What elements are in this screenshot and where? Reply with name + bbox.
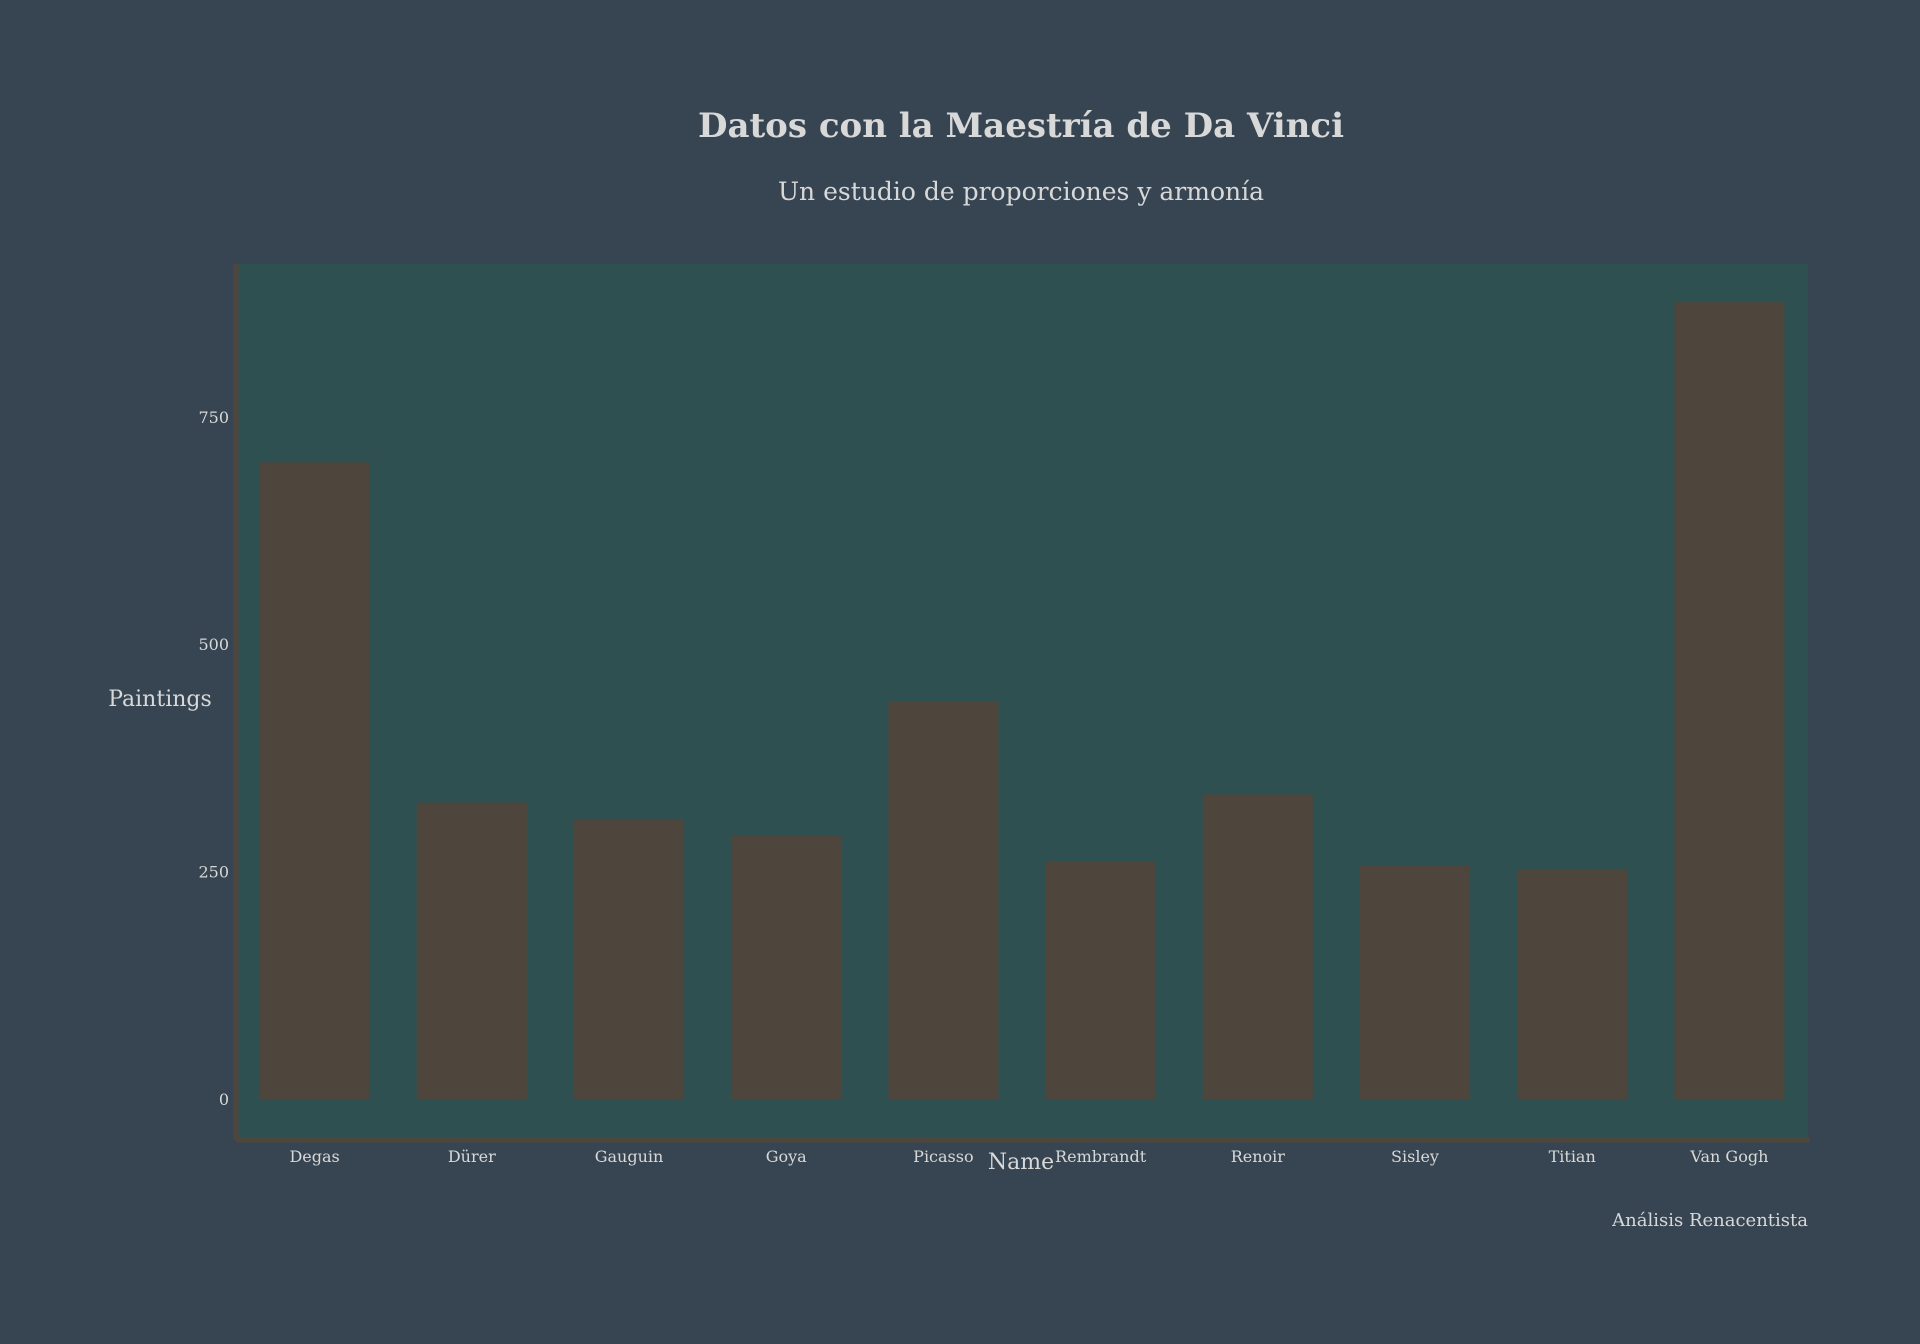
bar-goya [731, 835, 842, 1100]
x-tick-label: Degas [289, 1147, 339, 1166]
x-tick-label: Goya [766, 1147, 807, 1166]
bar-dürer [416, 802, 527, 1100]
bar-renoir [1202, 794, 1313, 1100]
x-tick-label: Titian [1549, 1147, 1596, 1166]
bar-van-gogh [1674, 302, 1785, 1100]
bar-sisley [1359, 865, 1471, 1100]
y-tick-label: 500 [198, 635, 229, 654]
chart-title: Datos con la Maestría de Da Vinci [698, 106, 1344, 146]
chart-subtitle: Un estudio de proporciones y armonía [778, 177, 1264, 206]
x-tick-label: Sisley [1391, 1147, 1439, 1166]
y-tick-labels: 0 250 500 750 [198, 408, 229, 1109]
bar-degas [259, 462, 370, 1100]
x-tick-label: Renoir [1231, 1147, 1286, 1166]
x-tick-labels: Degas Dürer Gauguin Goya Picasso Rembrandt Ren… [289, 1147, 1768, 1166]
x-tick-label: Picasso [913, 1147, 973, 1166]
y-tick-label: 250 [198, 863, 229, 882]
bar-rembrandt [1045, 861, 1156, 1100]
y-tick-label: 0 [219, 1090, 229, 1109]
bar-picasso [888, 701, 999, 1100]
x-tick-label: Gauguin [595, 1147, 664, 1166]
y-tick-label: 750 [198, 408, 229, 427]
y-axis-title: Paintings [108, 687, 212, 712]
chart-caption: Análisis Renacentista [1611, 1210, 1808, 1231]
bar-gauguin [573, 818, 685, 1100]
x-tick-label: Rembrandt [1055, 1147, 1147, 1166]
bars-group [259, 302, 1785, 1100]
x-tick-label: Van Gogh [1689, 1147, 1768, 1166]
x-axis-title: Name [988, 1150, 1054, 1175]
bar-titian [1517, 868, 1628, 1100]
x-tick-label: Dürer [448, 1147, 496, 1166]
